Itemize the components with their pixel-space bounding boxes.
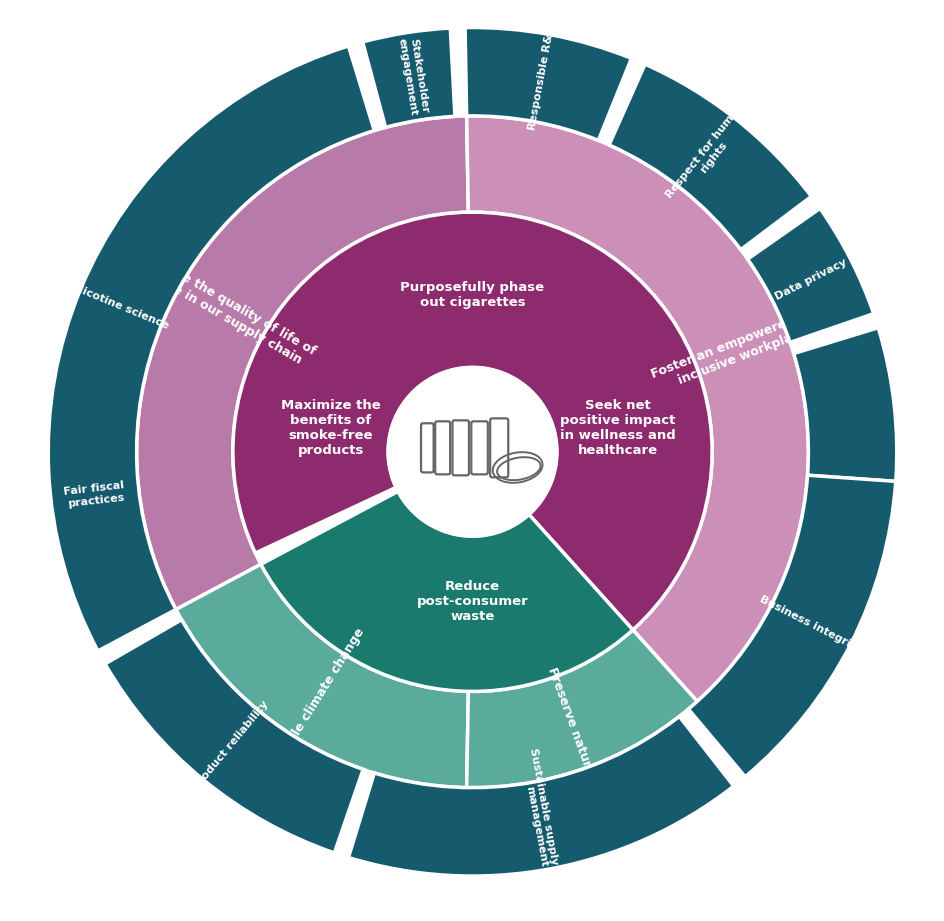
Wedge shape bbox=[466, 116, 807, 702]
Wedge shape bbox=[747, 208, 873, 343]
Text: Sustainable supply chain
management: Sustainable supply chain management bbox=[516, 747, 566, 904]
Wedge shape bbox=[362, 28, 454, 127]
Wedge shape bbox=[793, 328, 896, 482]
Text: Business integrity: Business integrity bbox=[758, 594, 863, 655]
Text: Preserve nature: Preserve nature bbox=[545, 666, 596, 776]
Wedge shape bbox=[176, 565, 468, 787]
Text: Fair fiscal
practices: Fair fiscal practices bbox=[63, 481, 126, 509]
Text: Improve the quality of life of
people in our supply chain: Improve the quality of life of people in… bbox=[129, 246, 318, 371]
Wedge shape bbox=[48, 46, 374, 651]
Text: Stakeholder
engagement: Stakeholder engagement bbox=[396, 36, 430, 117]
Text: Purposefully phase
out cigarettes: Purposefully phase out cigarettes bbox=[400, 281, 544, 309]
Text: Reduce
post-consumer
waste: Reduce post-consumer waste bbox=[416, 579, 528, 623]
Circle shape bbox=[388, 367, 556, 536]
Wedge shape bbox=[261, 492, 632, 692]
Text: Foster an empowered and
inclusive workplace: Foster an empowered and inclusive workpl… bbox=[649, 303, 830, 395]
Text: Product reliability: Product reliability bbox=[191, 698, 270, 791]
Wedge shape bbox=[348, 717, 733, 876]
Wedge shape bbox=[232, 212, 712, 630]
Wedge shape bbox=[609, 64, 811, 250]
Text: Tackle climate change: Tackle climate change bbox=[274, 625, 366, 764]
Wedge shape bbox=[105, 620, 362, 853]
Text: Nicotine science: Nicotine science bbox=[73, 282, 170, 331]
Text: Data privacy: Data privacy bbox=[773, 257, 848, 302]
Wedge shape bbox=[464, 28, 631, 140]
Wedge shape bbox=[137, 116, 468, 610]
Wedge shape bbox=[466, 630, 697, 787]
Text: Maximize the
benefits of
smoke-free
products: Maximize the benefits of smoke-free prod… bbox=[281, 399, 380, 457]
Text: Respect for human
rights: Respect for human rights bbox=[663, 101, 753, 207]
Wedge shape bbox=[687, 475, 895, 776]
Text: Responsible R&D: Responsible R&D bbox=[527, 25, 556, 132]
Text: Seek net
positive impact
in wellness and
healthcare: Seek net positive impact in wellness and… bbox=[560, 399, 675, 457]
